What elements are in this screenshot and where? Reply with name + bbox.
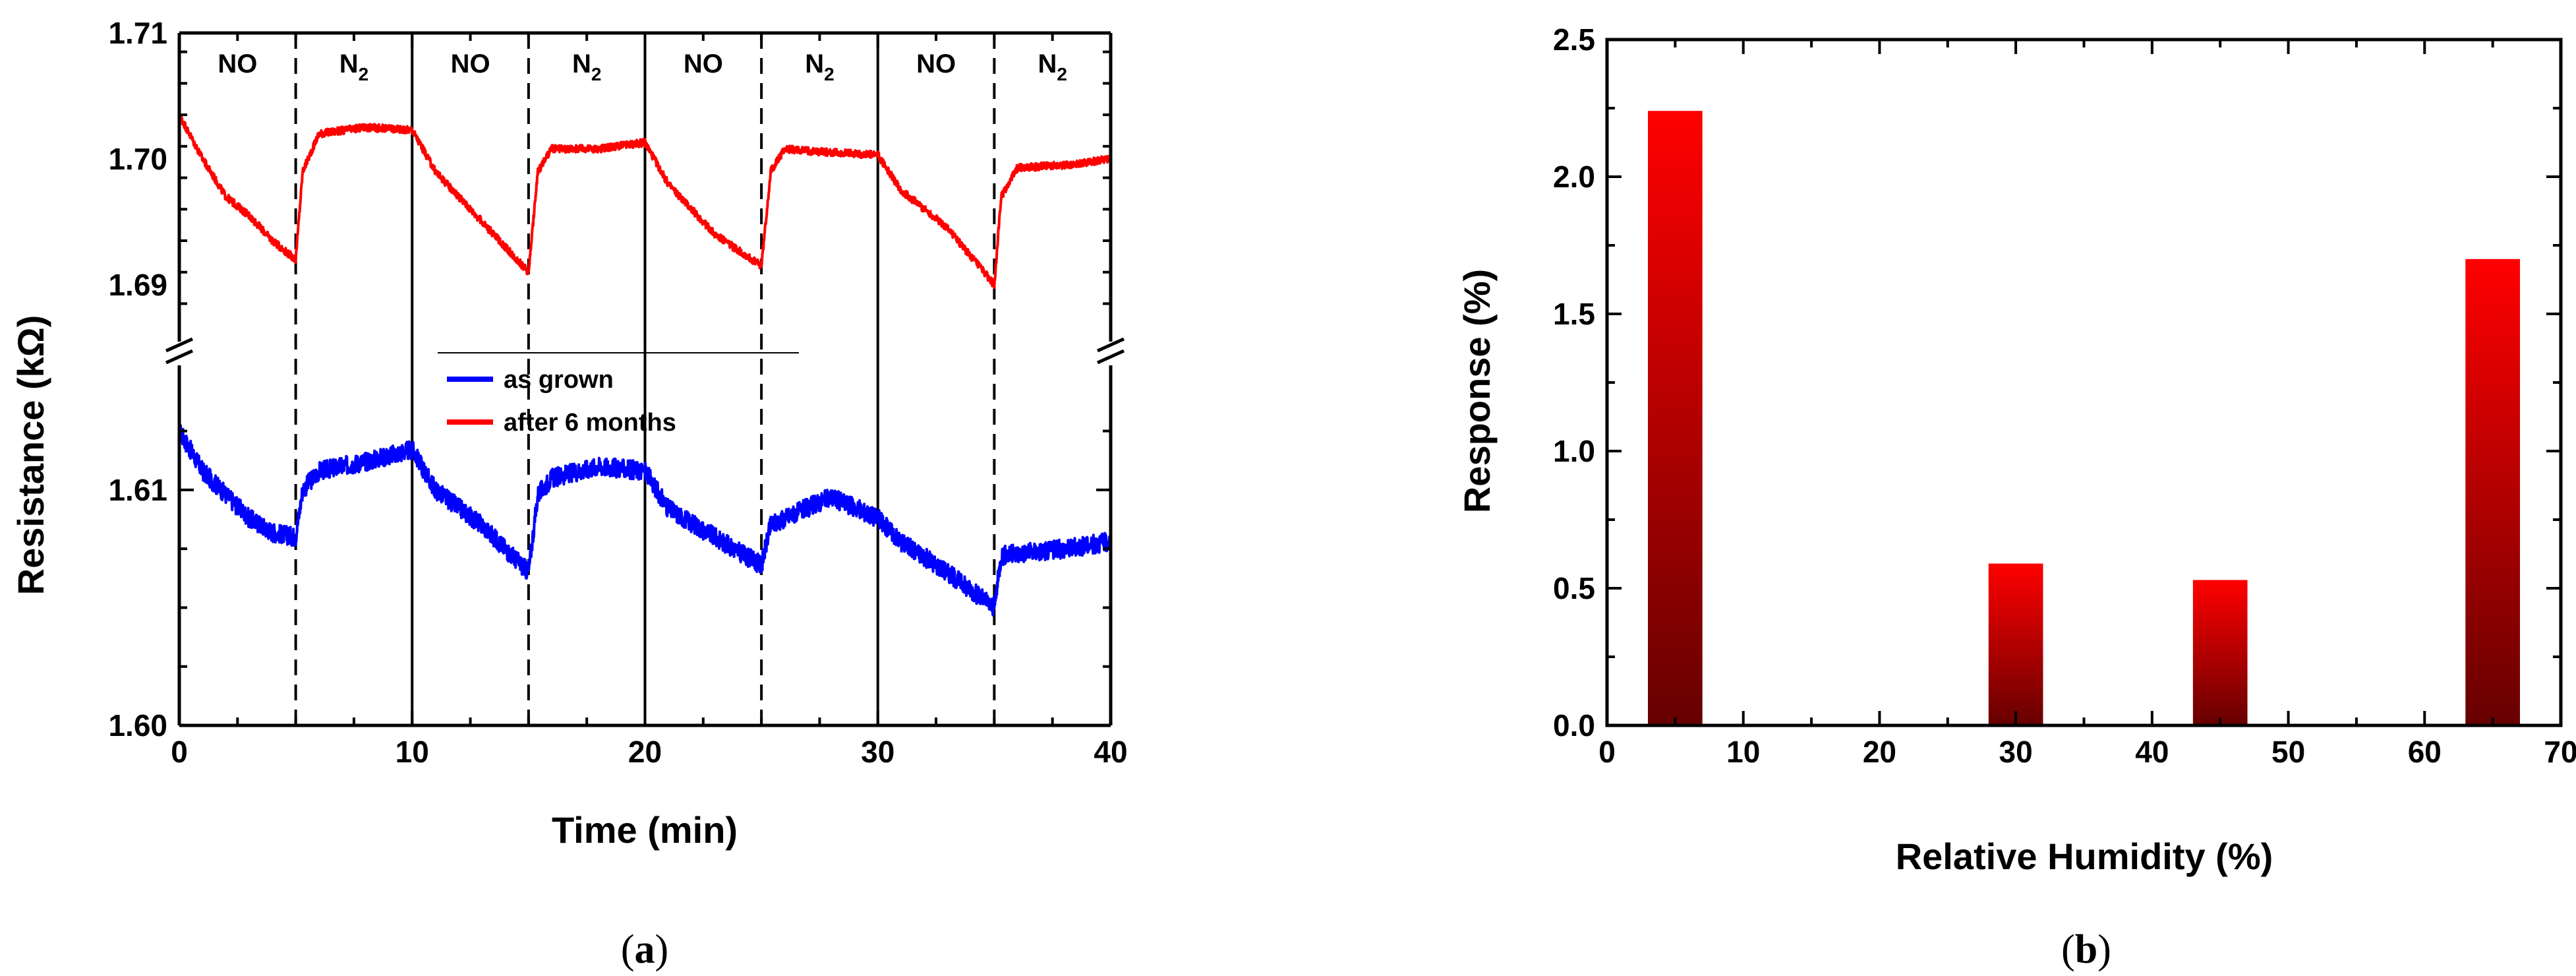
chart-b-bars: [1648, 111, 2520, 725]
axis-break-mark: [1096, 349, 1125, 365]
y-tick-label: 0.0: [1553, 708, 1595, 743]
segment-label-subscript: 2: [1057, 64, 1067, 84]
chart-a-legend: as grown after 6 months: [438, 352, 799, 437]
x-tick-label: 0: [1598, 735, 1616, 769]
y-tick-label-upper: 1.71: [108, 16, 167, 50]
segment-label-subscript: 2: [824, 64, 834, 84]
chart-a-y-axis-label: Resistance (kΩ): [10, 315, 51, 595]
x-tick-label: 50: [2271, 735, 2305, 769]
chart-a-x-axis-label: Time (min): [552, 809, 738, 851]
axis-break-mark: [1096, 337, 1125, 353]
x-tick-label: 60: [2408, 735, 2442, 769]
chart-b-response-vs-humidity: 0 10 20 30 40 50 60 70 0.0 0.5 1.0 1.5 2.0 2.5 Relati…: [1456, 22, 2576, 877]
segment-label: NO: [916, 49, 956, 78]
axis-frame: [1605, 38, 2563, 727]
segment-label-text: N: [572, 49, 591, 78]
x-tick-label: 20: [1863, 735, 1896, 769]
chart-a-resistance-vs-time: NO N2 NO N2 NO N2 NO N2 0 10 20 30 401.691.701.711.…: [10, 16, 1128, 851]
caption-b: (b): [2061, 927, 2111, 972]
segment-label-subscript: 2: [591, 64, 602, 84]
x-tick-label: 70: [2544, 735, 2576, 769]
x-tick-label: 30: [861, 735, 894, 769]
segment-label-text: N: [805, 49, 824, 78]
y-tick-label-upper: 1.70: [108, 142, 167, 176]
chart-a-gas-segments: NO N2 NO N2 NO N2 NO N2: [218, 33, 1067, 725]
y-tick-label: 1.5: [1553, 297, 1595, 331]
bar: [1988, 563, 2043, 725]
x-tick-label: 10: [1726, 735, 1760, 769]
bar: [2192, 580, 2248, 725]
chart-b-y-axis-label: Response (%): [1456, 269, 1498, 513]
segment-label: NO: [684, 49, 723, 78]
x-tick-label: 0: [171, 735, 188, 769]
series-line-as-grown: [178, 422, 1112, 617]
segment-label-text: NO: [684, 49, 723, 78]
segment-label: NO: [451, 49, 490, 78]
segment-label: NO: [218, 49, 257, 78]
segment-label: N2: [1038, 49, 1067, 84]
caption-a: (a): [621, 927, 668, 972]
chart-a-series-lines: [178, 111, 1112, 617]
legend-label-after-6-months: after 6 months: [504, 409, 676, 437]
chart-a-axes: 0 10 20 30 40 1.69 1.70 1.71 1.60 1.61: [108, 16, 1127, 769]
segment-label-text: NO: [916, 49, 956, 78]
x-tick-label: 40: [2135, 735, 2169, 769]
y-tick-label: 0.5: [1553, 571, 1595, 605]
legend-label-as-grown: as grown: [504, 366, 614, 394]
segment-label-text: N: [339, 49, 359, 78]
series-line-after-6-months: [178, 111, 1112, 290]
y-tick-label-upper: 1.69: [108, 268, 167, 302]
y-tick-label-lower: 1.61: [108, 473, 167, 507]
y-tick-label: 1.0: [1553, 434, 1595, 468]
segment-label: N2: [339, 49, 368, 84]
bar: [1648, 111, 1703, 725]
x-tick-label: 30: [1999, 735, 2033, 769]
bar: [2465, 259, 2520, 725]
y-tick-label: 2.5: [1553, 22, 1595, 57]
segment-label-text: NO: [218, 49, 257, 78]
axis-break-mark: [165, 349, 194, 365]
segment-label: N2: [572, 49, 601, 84]
axis-break-mark: [165, 337, 194, 353]
x-tick-label: 10: [395, 735, 429, 769]
chart-b-x-axis-label: Relative Humidity (%): [1896, 836, 2273, 877]
segment-label-text: NO: [451, 49, 490, 78]
segment-label-subscript: 2: [359, 64, 369, 84]
y-tick-label: 2.0: [1553, 160, 1595, 194]
chart-b-axes: 0 10 20 30 40 50 60 70 0.0 0.5 1.0 1.5 2.0 2.5: [1553, 22, 2576, 769]
segment-label-text: N: [1038, 49, 1057, 78]
y-tick-label-lower: 1.60: [108, 708, 167, 743]
segment-label: N2: [805, 49, 834, 84]
x-tick-label: 20: [628, 735, 662, 769]
x-tick-label: 40: [1094, 735, 1127, 769]
